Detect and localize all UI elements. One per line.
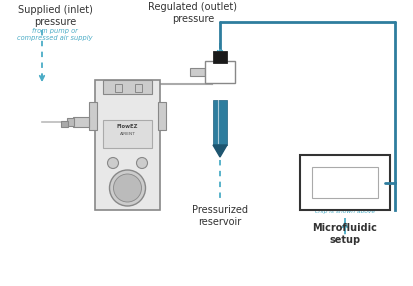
Text: Pressurized
reservoir: Pressurized reservoir <box>192 205 248 227</box>
Text: from pump or
compressed air supply: from pump or compressed air supply <box>17 28 93 41</box>
Bar <box>67 118 74 126</box>
Text: For example a microfluidic
chip is shown above: For example a microfluidic chip is shown… <box>305 203 385 214</box>
Circle shape <box>107 158 119 168</box>
Circle shape <box>114 174 142 202</box>
Bar <box>205 61 235 83</box>
Circle shape <box>109 170 145 206</box>
Circle shape <box>137 158 147 168</box>
Bar <box>158 102 166 130</box>
Bar <box>190 68 205 76</box>
Bar <box>103 80 152 94</box>
Bar <box>61 121 68 127</box>
Text: Supplied (inlet)
pressure: Supplied (inlet) pressure <box>18 5 93 27</box>
Bar <box>115 84 122 92</box>
Bar <box>95 80 160 210</box>
Bar <box>135 84 142 92</box>
Polygon shape <box>213 145 227 157</box>
Bar <box>213 100 227 145</box>
Text: AIRENT: AIRENT <box>119 132 135 136</box>
Bar <box>300 155 390 210</box>
Bar <box>312 167 378 198</box>
Bar <box>73 117 89 127</box>
Bar <box>103 120 152 148</box>
Bar <box>89 102 97 130</box>
Text: Microfluidic
setup: Microfluidic setup <box>313 223 377 245</box>
Text: Regulated (outlet)
pressure: Regulated (outlet) pressure <box>149 2 237 24</box>
Text: FlowEZ: FlowEZ <box>117 124 138 128</box>
Bar <box>213 51 227 63</box>
